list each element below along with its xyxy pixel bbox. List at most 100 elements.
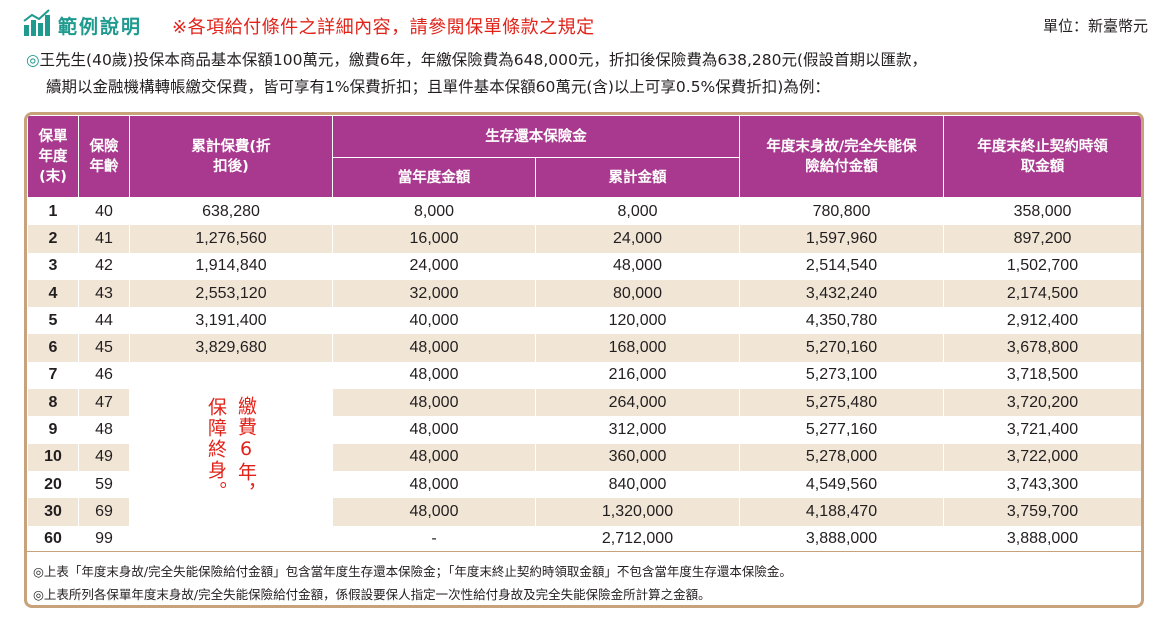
cell-death-benefit: 5,278,000 bbox=[739, 443, 944, 471]
cell-surrender-value: 3,678,800 bbox=[943, 334, 1141, 362]
cell-death-benefit: 5,277,160 bbox=[739, 416, 944, 444]
table-row: 2 41 1,276,560 16,000 24,000 1,597,960 897,200 bbox=[27, 225, 1141, 253]
cell-current-year-amount: 8,000 bbox=[332, 197, 536, 226]
illustration-table: 保單年度(末) 保險年齡 累計保費(折扣後) 生存還本保險金 年度末身故/完全失… bbox=[27, 115, 1141, 553]
cell-age: 42 bbox=[78, 252, 130, 280]
page-title: 範例說明 bbox=[58, 16, 143, 38]
cell-policy-year: 2 bbox=[27, 225, 79, 253]
cell-surrender-value: 3,888,000 bbox=[943, 525, 1141, 553]
cell-cumulative-premium: 638,280 bbox=[129, 197, 333, 226]
cell-age: 47 bbox=[78, 389, 130, 417]
cell-cumulative-amount: 120,000 bbox=[535, 307, 740, 335]
cell-surrender-value: 1,502,700 bbox=[943, 252, 1141, 280]
cell-surrender-value: 358,000 bbox=[943, 197, 1141, 226]
table-row: 10 49 48,000 360,000 5,278,000 3,722,000 bbox=[27, 443, 1141, 471]
bar-chart-icon bbox=[23, 9, 50, 36]
table-row: 9 48 48,000 312,000 5,277,160 3,721,400 bbox=[27, 416, 1141, 444]
table-row: 30 69 48,000 1,320,000 4,188,470 3,759,700 bbox=[27, 498, 1141, 526]
cell-death-benefit: 1,597,960 bbox=[739, 225, 944, 253]
example-line-1: 王先生(40歲)投保本商品基本保額100萬元，繳費6年，年繳保險費為648,00… bbox=[39, 51, 928, 69]
cell-death-benefit: 4,350,780 bbox=[739, 307, 944, 335]
table-row: 1 40 638,280 8,000 8,000 780,800 358,000 bbox=[27, 197, 1141, 226]
circle-mark-icon: ◎ bbox=[26, 51, 40, 69]
cell-current-year-amount: 32,000 bbox=[332, 279, 536, 308]
cell-surrender-value: 3,720,200 bbox=[943, 389, 1141, 417]
footnote-2: ◎上表所列各保單年度末身故/完全失能保險給付金額，係假設要保人指定一次性給付身故… bbox=[33, 587, 711, 602]
cell-surrender-value: 3,718,500 bbox=[943, 361, 1141, 390]
header-cumulative-amount: 累計金額 bbox=[535, 157, 740, 198]
cell-cumulative-premium: 1,914,840 bbox=[129, 252, 333, 280]
header-surrender-value: 年度末終止契約時領取金額 bbox=[943, 115, 1141, 198]
cell-age: 46 bbox=[78, 361, 130, 390]
cell-current-year-amount: 48,000 bbox=[332, 361, 536, 390]
cell-age: 99 bbox=[78, 525, 130, 553]
note-lifetime-coverage: 保障終身。 bbox=[205, 397, 227, 503]
table-row: 7 46 保障終身。 繳費6年， 48,000 216,000 5,273,100 3,718… bbox=[27, 361, 1141, 553]
cell-cumulative-amount: 80,000 bbox=[535, 279, 740, 308]
footnote-1: ◎上表「年度末身故/完全失能保險給付金額」包含當年度生存還本保險金；「年度末終止… bbox=[33, 564, 792, 579]
cell-death-benefit: 780,800 bbox=[739, 197, 944, 226]
table-row: 5 44 3,191,400 40,000 120,000 4,350,780 2,912,… bbox=[27, 307, 1141, 335]
example-description: ◎王先生(40歲)投保本商品基本保額100萬元，繳費6年，年繳保險費為648,0… bbox=[26, 47, 1150, 101]
cell-surrender-value: 3,743,300 bbox=[943, 470, 1141, 499]
cell-death-benefit: 2,514,540 bbox=[739, 252, 944, 280]
cell-current-year-amount: 40,000 bbox=[332, 307, 536, 335]
cell-surrender-value: 2,912,400 bbox=[943, 307, 1141, 335]
cell-cumulative-amount: 840,000 bbox=[535, 470, 740, 499]
cell-age: 45 bbox=[78, 334, 130, 362]
header-survival-benefit: 生存還本保險金 bbox=[332, 115, 740, 158]
cell-cumulative-amount: 1,320,000 bbox=[535, 498, 740, 526]
cell-current-year-amount: - bbox=[332, 525, 536, 553]
header-death-benefit: 年度末身故/完全失能保險給付金額 bbox=[739, 115, 944, 198]
cell-policy-year: 4 bbox=[27, 279, 79, 308]
cell-age: 59 bbox=[78, 470, 130, 499]
cell-surrender-value: 3,721,400 bbox=[943, 416, 1141, 444]
title-row: 範例說明 ※各項給付條件之詳細內容，請參閱保單條款之規定 單位：新臺幣元 bbox=[22, 6, 1148, 40]
payment-term-note: 保障終身。 繳費6年， bbox=[130, 396, 332, 504]
cell-cumulative-premium: 3,191,400 bbox=[129, 307, 333, 335]
cell-cumulative-amount: 2,712,000 bbox=[535, 525, 740, 553]
cell-current-year-amount: 48,000 bbox=[332, 470, 536, 499]
cell-age: 40 bbox=[78, 197, 130, 226]
cell-cumulative-amount: 264,000 bbox=[535, 389, 740, 417]
cell-death-benefit: 4,549,560 bbox=[739, 470, 944, 499]
cell-death-benefit: 3,432,240 bbox=[739, 279, 944, 308]
cell-policy-year: 1 bbox=[27, 197, 79, 226]
cell-cumulative-amount: 48,000 bbox=[535, 252, 740, 280]
cell-surrender-value: 897,200 bbox=[943, 225, 1141, 253]
cell-policy-year: 3 bbox=[27, 252, 79, 280]
table-row: 8 47 48,000 264,000 5,275,480 3,720,200 bbox=[27, 389, 1141, 417]
header-age: 保險年齡 bbox=[78, 115, 130, 198]
cell-cumulative-amount: 24,000 bbox=[535, 225, 740, 253]
cell-policy-year: 20 bbox=[27, 470, 79, 499]
cell-death-benefit: 5,275,480 bbox=[739, 389, 944, 417]
cell-cumulative-premium: 3,829,680 bbox=[129, 334, 333, 362]
cell-policy-year: 9 bbox=[27, 416, 79, 444]
cell-current-year-amount: 48,000 bbox=[332, 416, 536, 444]
cell-cumulative-premium: 1,276,560 bbox=[129, 225, 333, 253]
table-row: 20 59 48,000 840,000 4,549,560 3,743,300 bbox=[27, 470, 1141, 499]
cell-current-year-amount: 16,000 bbox=[332, 225, 536, 253]
cell-surrender-value: 3,722,000 bbox=[943, 443, 1141, 471]
cell-policy-year: 60 bbox=[27, 525, 79, 553]
table-row: 3 42 1,914,840 24,000 48,000 2,514,540 1,502,7… bbox=[27, 252, 1141, 280]
illustration-table-frame: 保單年度(末) 保險年齡 累計保費(折扣後) 生存還本保險金 年度末身故/完全失… bbox=[24, 112, 1144, 608]
cell-age: 48 bbox=[78, 416, 130, 444]
cell-surrender-value: 3,759,700 bbox=[943, 498, 1141, 526]
cell-current-year-amount: 48,000 bbox=[332, 334, 536, 362]
cell-cumulative-premium: 2,553,120 bbox=[129, 279, 333, 308]
cell-policy-year: 5 bbox=[27, 307, 79, 335]
cell-age: 44 bbox=[78, 307, 130, 335]
premium-note-cell: 保障終身。 繳費6年， bbox=[129, 361, 333, 553]
cell-cumulative-amount: 312,000 bbox=[535, 416, 740, 444]
table-row: 6 45 3,829,680 48,000 168,000 5,270,160 3,678,… bbox=[27, 334, 1141, 362]
header-current-year-amount: 當年度金額 bbox=[332, 157, 536, 198]
cell-current-year-amount: 48,000 bbox=[332, 498, 536, 526]
cell-age: 43 bbox=[78, 279, 130, 308]
example-line-2: 續期以金融機構轉帳繳交保費，皆可享有1%保費折扣；且單件基本保額60萬元(含)以… bbox=[46, 78, 830, 96]
cell-policy-year: 6 bbox=[27, 334, 79, 362]
table-row: 4 43 2,553,120 32,000 80,000 3,432,240 2,174,5… bbox=[27, 279, 1141, 308]
currency-unit: 單位：新臺幣元 bbox=[1042, 17, 1148, 35]
table-row: 60 99-2,712,000 3,888,000 3,888,000 bbox=[27, 525, 1141, 553]
cell-current-year-amount: 24,000 bbox=[332, 252, 536, 280]
